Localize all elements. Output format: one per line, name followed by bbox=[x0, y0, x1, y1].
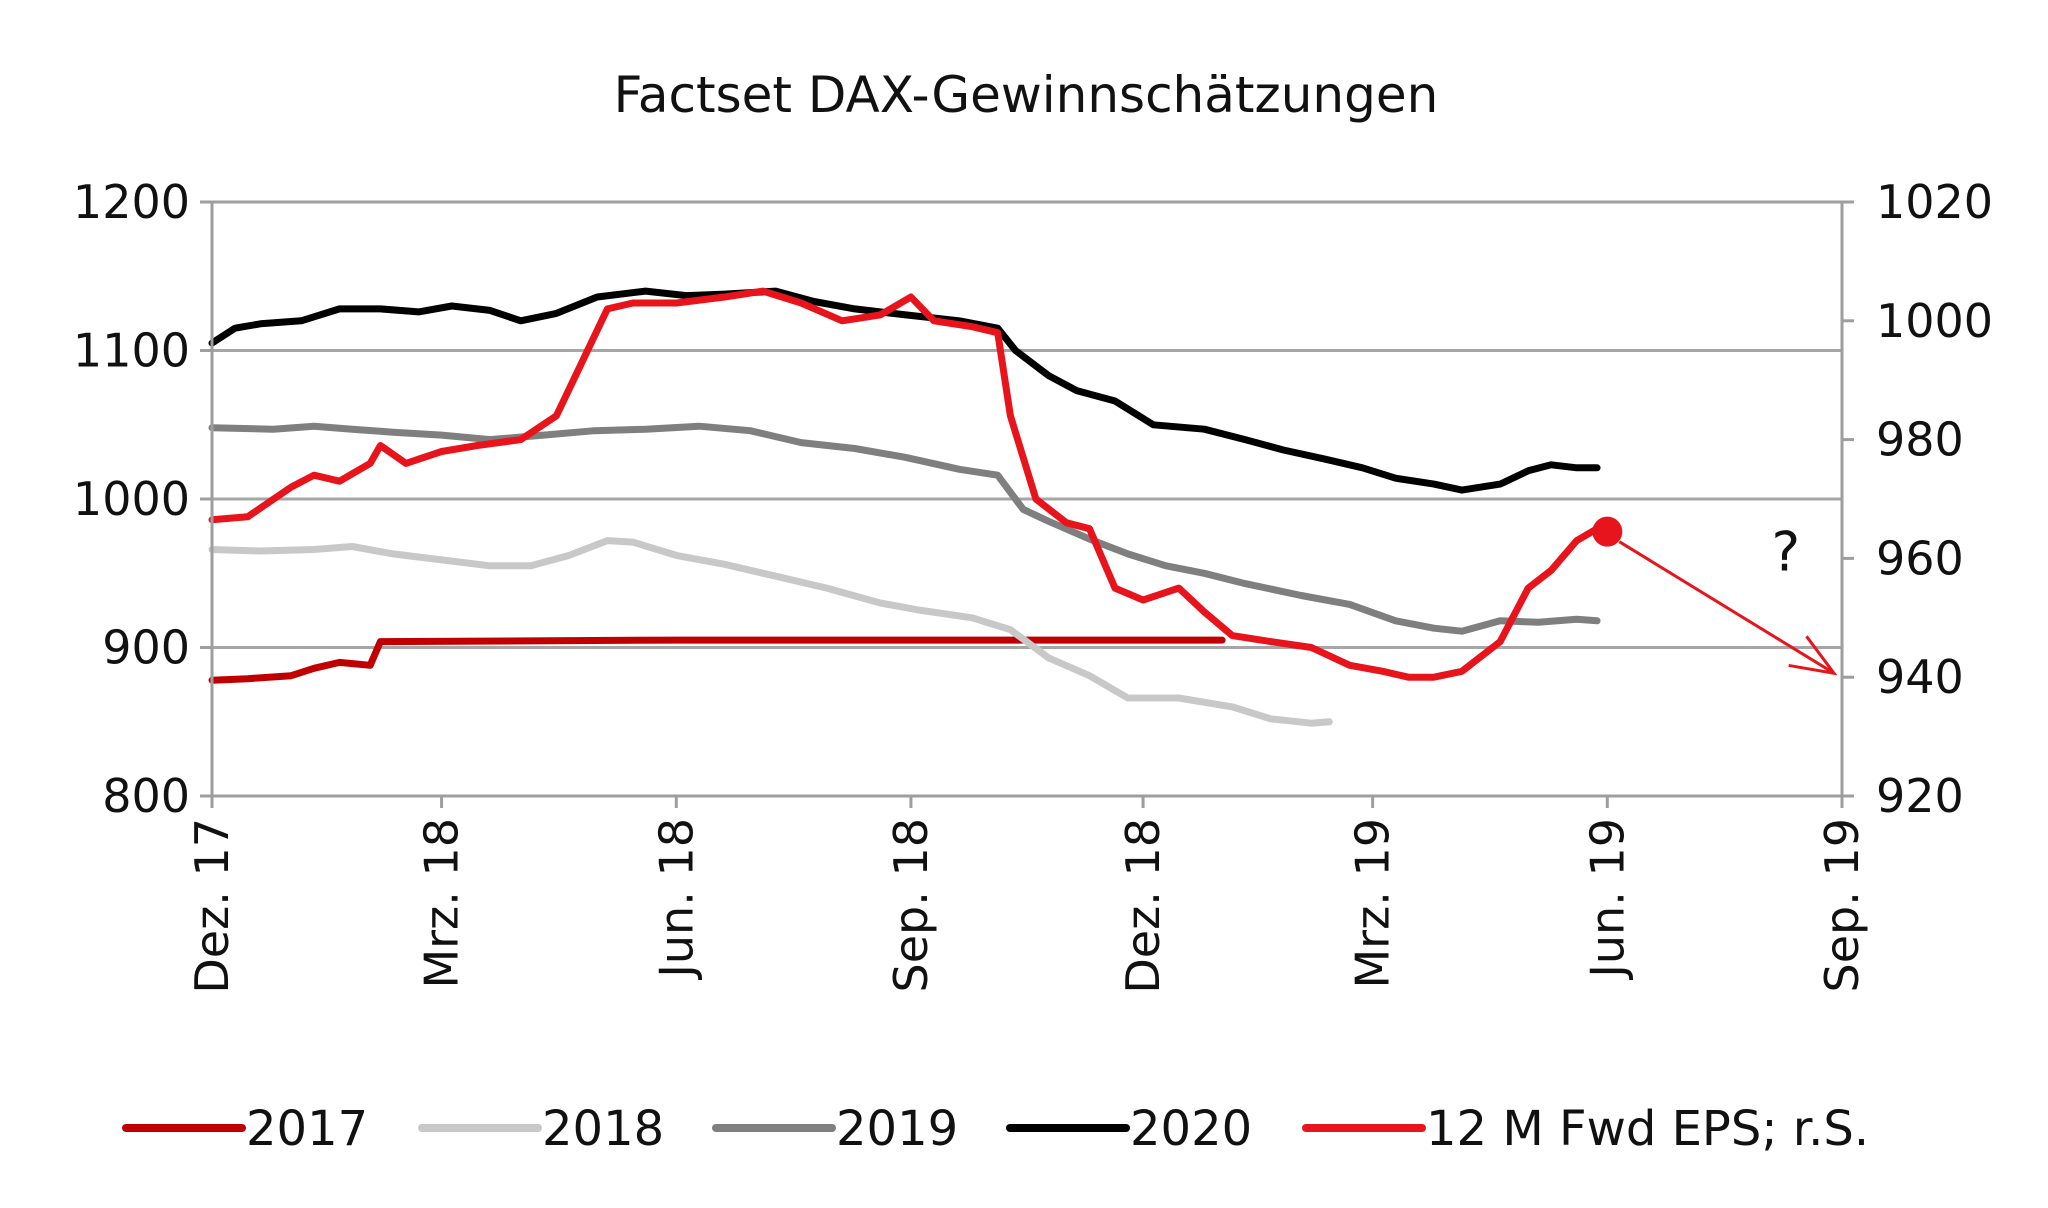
chart-title: Factset DAX-Gewinnschätzungen bbox=[614, 66, 1439, 124]
question-mark-annotation: ? bbox=[1772, 520, 1801, 583]
series-layer bbox=[208, 287, 1601, 727]
x-axis-tick-label: Mrz. 19 bbox=[1346, 818, 1400, 989]
series-line-12-m-fwd-eps-r-s bbox=[208, 287, 1601, 681]
left-axis-tick-label: 1100 bbox=[73, 324, 190, 378]
series-line-2018 bbox=[208, 537, 1333, 727]
x-axis-tick-label: Jun. 18 bbox=[649, 818, 703, 981]
legend-label: 2018 bbox=[542, 1101, 664, 1157]
grid bbox=[212, 349, 1842, 649]
legend-label: 2019 bbox=[836, 1101, 958, 1157]
series-line-2019 bbox=[208, 422, 1601, 635]
right-axis-tick-label: 940 bbox=[1876, 650, 1964, 704]
legend-label: 12 M Fwd EPS; r.S. bbox=[1426, 1101, 1869, 1157]
x-axis-tick-label: Dez. 17 bbox=[185, 818, 239, 994]
legend: 2017 2018 2019 2020 12 M Fwd EPS; r.S. bbox=[122, 1101, 1869, 1157]
right-axis-tick-label: 960 bbox=[1876, 531, 1964, 585]
right-axis-tick-label: 1000 bbox=[1876, 294, 1993, 348]
x-axis-tick-label: Sep. 18 bbox=[884, 818, 938, 992]
legend-label: 2017 bbox=[246, 1101, 368, 1157]
right-axis: 920 940 960 980 1000 1020 bbox=[1842, 175, 1993, 823]
forecast-arrow bbox=[1618, 540, 1835, 675]
x-axis-tick-label: Sep. 19 bbox=[1815, 818, 1869, 992]
right-axis-tick-label: 1020 bbox=[1876, 175, 1993, 229]
left-axis-tick-label: 800 bbox=[102, 769, 190, 823]
right-axis-tick-label: 920 bbox=[1876, 769, 1964, 823]
x-axis-tick-label: Mrz. 18 bbox=[415, 818, 469, 989]
annotations: ? bbox=[1592, 516, 1838, 676]
series-line-2020 bbox=[208, 287, 1601, 494]
left-axis-tick-label: 1000 bbox=[73, 472, 190, 526]
x-axis: Dez. 17 Mrz. 18 Jun. 18 Sep. 18 Dez. 18 Mrz. … bbox=[185, 796, 1869, 994]
left-axis: 800 900 1000 1100 1200 bbox=[73, 175, 212, 823]
x-axis-tick-label: Dez. 18 bbox=[1116, 818, 1170, 994]
forecast-arrow-head bbox=[1788, 635, 1838, 676]
series-line-2017 bbox=[208, 636, 1226, 684]
left-axis-tick-label: 900 bbox=[102, 621, 190, 675]
x-axis-tick-label: Jun. 19 bbox=[1580, 818, 1634, 981]
right-axis-tick-label: 980 bbox=[1876, 413, 1964, 467]
legend-label: 2020 bbox=[1130, 1101, 1252, 1157]
endpoint-marker bbox=[1592, 516, 1623, 547]
left-axis-tick-label: 1200 bbox=[73, 175, 190, 229]
